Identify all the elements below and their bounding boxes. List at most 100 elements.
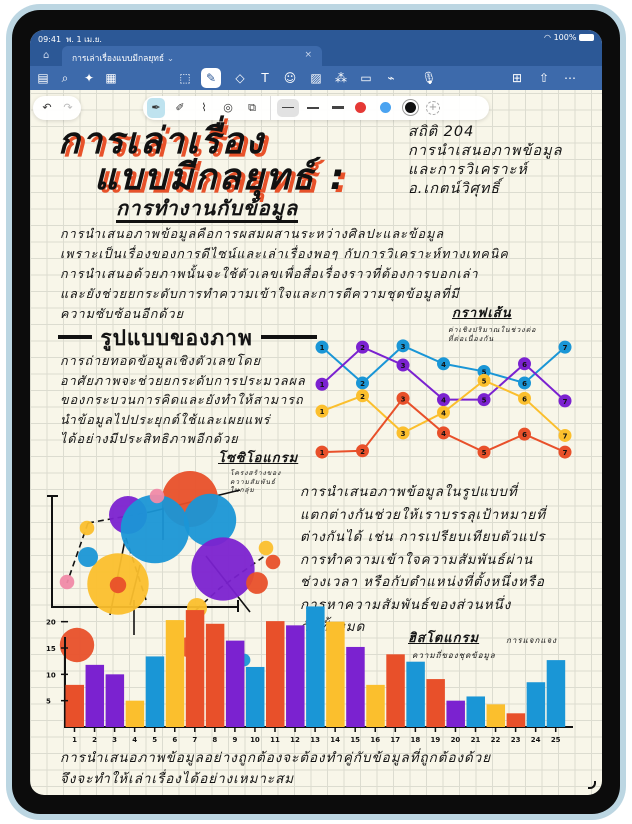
highlighter-icon[interactable]: ⌇ [201,101,207,114]
histogram-bar [526,682,546,727]
line-point [558,394,572,408]
tab-title: การเล่าเรื่องแบบมีกลยุทธ์ [72,54,165,64]
status-bar: 09:41 พ. 1 เม.ย. ◠ 100% [38,33,594,45]
line-point [315,377,329,391]
chevron-down-icon[interactable]: ⌄ [166,54,174,64]
tab-document[interactable]: การเล่าเรื่องแบบมีกลยุทธ์ ⌄ × [62,46,322,66]
y-tick-label: 10 [46,671,56,679]
histogram-bar [85,664,105,727]
sociogram-node [109,576,127,594]
pen-palette: ✒ ✐ ⌇ ◎ ⧉ + [143,96,489,120]
histogram-bar [446,700,465,727]
stroke-thin-button[interactable] [277,99,299,117]
color-swatch[interactable] [405,102,416,113]
sociogram-node [265,554,281,570]
sticker-icon[interactable]: ☺ [283,71,297,85]
shape-tool-icon[interactable]: ⧉ [248,101,256,114]
lasso-icon[interactable]: ⬚ [179,71,191,85]
line-point [356,340,369,354]
x-tick-label: 18 [410,736,420,744]
textbox-icon[interactable]: T [261,71,269,85]
section-heading-text: รูปแบบของภาพ [100,326,253,350]
tab-bar: ⌂ การเล่าเรื่องแบบมีกลยุทธ์ ⌄ × [30,46,602,66]
line-point [396,426,410,440]
histogram-bar [225,640,245,727]
x-tick-label: 13 [310,736,320,744]
line-point-label: 1 [320,344,325,352]
x-tick-label: 15 [350,736,360,744]
section-line: อาศัยภาพจะช่วยยกระดับการประมวลผล [60,372,306,388]
add-page-icon[interactable]: ⊞ [511,71,523,85]
close-tab-icon[interactable]: × [304,50,312,60]
line-point-label: 4 [441,430,446,438]
histogram-bar [386,654,405,727]
note-title-line1: การเล่าเรื่อง [58,121,265,162]
stroke-line-icon [307,106,319,109]
undo-icon[interactable]: ↶ [42,101,52,114]
sociogram-node [191,537,255,601]
line-point [437,357,450,371]
sociogram-node [149,488,165,504]
magic-icon[interactable]: ✦ [83,71,95,85]
line-point [396,339,410,353]
toolbar: ▤ ⌕ ✦ ▦ ⬚ ✎ ◇ T ☺ ▨ ⁂ ▭ ⌁ 🎙 ⊞ ⇧ ⋯ [30,66,602,90]
fountain-pen-icon[interactable]: ✒ [147,98,165,118]
line-point [558,445,572,459]
intro-line: การนำเสนอภาพข้อมูลคือการผสมผสานระหว่างศิ… [60,226,445,241]
stroke-medium-button[interactable] [302,99,324,117]
sidebar-icon[interactable]: ▤ [37,71,49,85]
share-icon[interactable]: ⇧ [538,71,550,85]
histogram-bar [205,623,225,727]
line-point-label: 6 [522,395,527,403]
compare-line: การหาความสัมพันธ์ของส่วนหนึ่ง [300,597,512,613]
image-icon[interactable]: ▨ [310,71,322,85]
line-point-label: 7 [563,398,568,406]
x-tick-label: 14 [330,736,340,744]
shapes-icon[interactable]: ⁂ [335,71,347,85]
note-icon[interactable]: ▭ [360,71,372,85]
x-tick-label: 1 [72,736,77,744]
redo-icon[interactable]: ↷ [63,101,73,114]
compare-line: แตกต่างกันช่วยให้เราบรรลุเป้าหมายที่ [300,507,547,523]
document-icon[interactable]: ▦ [105,71,117,85]
line-point [356,376,369,390]
sociogram-node [258,540,274,556]
line-point-label: 6 [522,361,527,369]
line-point [437,405,450,419]
line-point [518,357,531,371]
home-icon[interactable]: ⌂ [43,50,50,61]
search-icon[interactable]: ⌕ [61,71,69,85]
histogram-bar [145,656,165,727]
intro-line: การนำเสนอด้วยภาพนั้นจะใช้ตัวเลขเพื่อสื่อ… [60,266,479,281]
section-line: นำข้อมูลไปประยุกต์ใช้และเผยแพร่ [60,411,271,427]
battery-icon [579,34,594,41]
line-chart-note-line: ค่าเชิงปริมาณในช่วงต่อ [448,326,537,334]
line-point-label: 3 [401,362,406,370]
spiral-icon[interactable]: ◎ [223,101,233,114]
add-color-icon[interactable]: + [426,101,440,115]
status-date: พ. 1 เม.ย. [66,35,102,44]
line-point [558,428,572,442]
microphone-icon[interactable]: 🎙 [421,71,437,85]
more-icon[interactable]: ⋯ [564,71,576,85]
x-tick-label: 10 [250,736,260,744]
x-tick-label: 12 [290,736,300,744]
ballpoint-icon[interactable]: ✐ [175,101,185,114]
pen-icon[interactable]: ✎ [201,68,221,88]
histogram-bar [105,674,125,727]
line-point [315,445,329,459]
resize-handle[interactable] [588,781,596,789]
line-point [396,358,410,372]
line-point [315,340,329,354]
x-tick-label: 3 [112,736,117,744]
stroke-thick-button[interactable] [327,99,349,117]
eraser-icon[interactable]: ◇ [235,71,245,85]
line-point [356,444,369,458]
undo-redo-palette: ↶ ↷ [33,96,81,120]
line-point [437,426,450,440]
x-tick-label: 17 [390,736,400,744]
tape-icon[interactable]: ⌁ [387,71,395,85]
color-swatch[interactable] [380,102,391,113]
color-swatch[interactable] [355,102,366,113]
